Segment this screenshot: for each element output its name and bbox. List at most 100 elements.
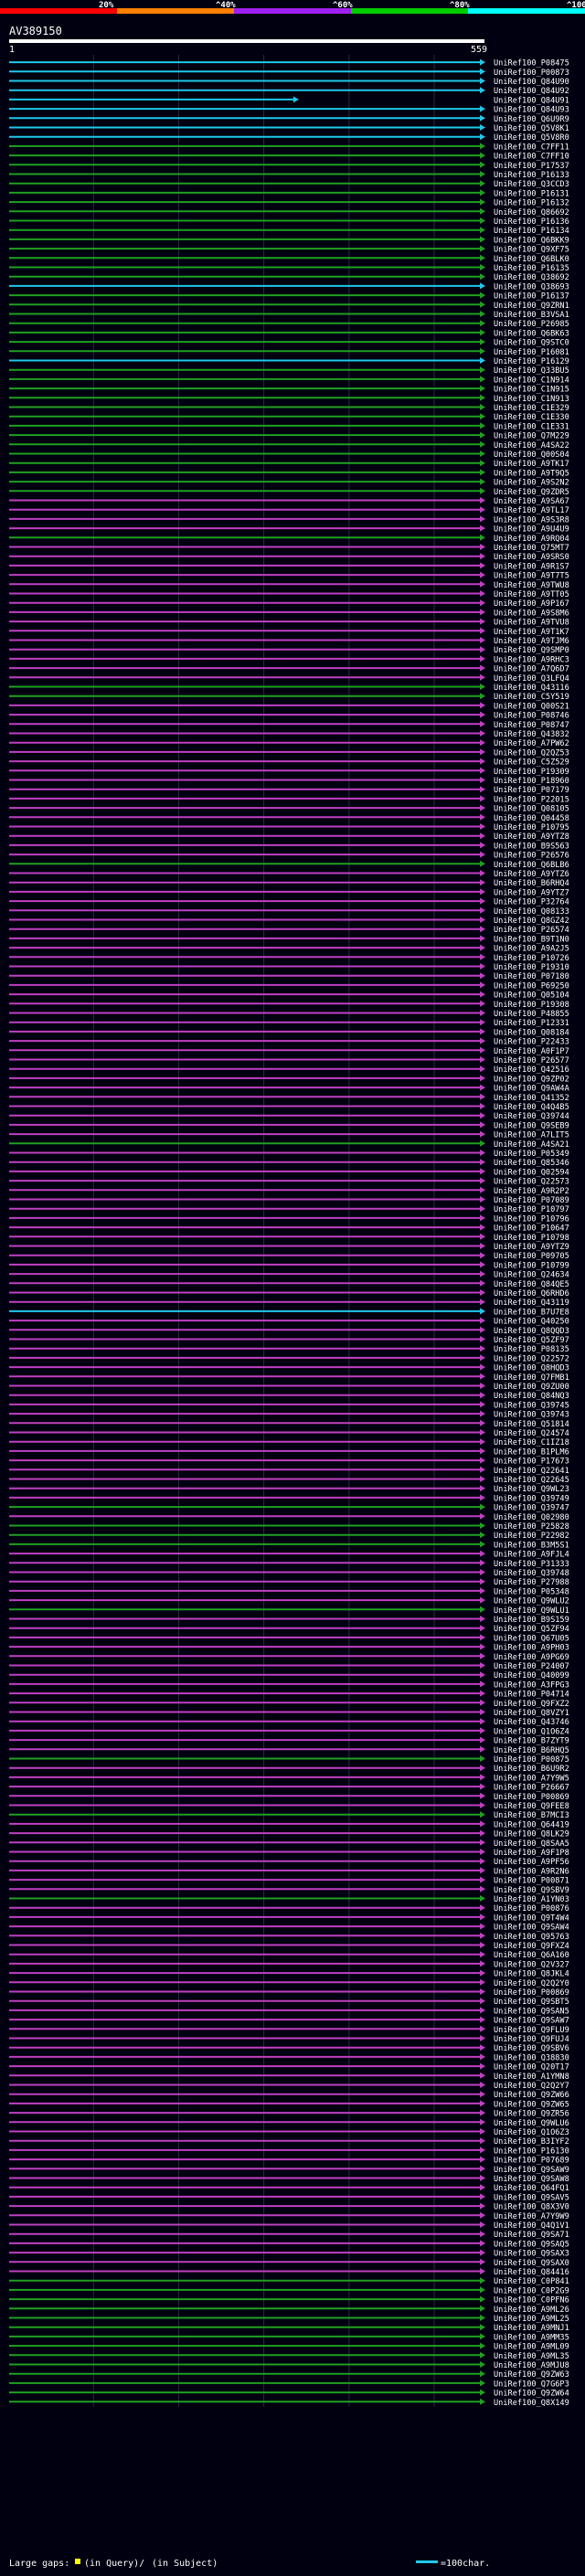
hit-id-label[interactable]: UniRef100_B1PLM6 [494, 1447, 569, 1457]
hit-row[interactable]: UniRef100_P10797 [9, 1205, 569, 1214]
hit-id-label[interactable]: UniRef100_A9SA67 [494, 497, 569, 506]
hit-row[interactable]: UniRef100_Q2Q2Y0 [9, 1978, 569, 1988]
hit-id-label[interactable]: UniRef100_P22015 [494, 795, 569, 804]
hit-row[interactable]: UniRef100_Q9SAX0 [9, 2258, 569, 2268]
hit-id-label[interactable]: UniRef100_P16137 [494, 292, 569, 302]
hit-row[interactable]: UniRef100_P19310 [9, 963, 569, 972]
hit-row[interactable]: UniRef100_Q5V8R0 [9, 133, 569, 143]
hit-id-label[interactable]: UniRef100_P18960 [494, 777, 569, 786]
hit-row[interactable]: UniRef100_P26577 [9, 1056, 569, 1065]
hit-row[interactable]: UniRef100_P10726 [9, 953, 569, 963]
hit-row[interactable]: UniRef100_Q04458 [9, 813, 569, 823]
hit-row[interactable]: UniRef100_Q75MT7 [9, 544, 569, 553]
hit-id-label[interactable]: UniRef100_Q9SAW8 [494, 2175, 569, 2184]
hit-id-label[interactable]: UniRef100_P00871 [494, 1877, 569, 1886]
hit-id-label[interactable]: UniRef100_A9MJU8 [494, 2361, 569, 2370]
hit-id-label[interactable]: UniRef100_P00869 [494, 1793, 569, 1802]
hit-row[interactable]: UniRef100_Q9SAW7 [9, 2016, 569, 2026]
hit-id-label[interactable]: UniRef100_Q8X3V0 [494, 2203, 569, 2212]
hit-id-label[interactable]: UniRef100_A9ML35 [494, 2352, 569, 2361]
hit-id-label[interactable]: UniRef100_A9TJM6 [494, 637, 569, 646]
hit-id-label[interactable]: UniRef100_Q02980 [494, 1513, 569, 1522]
hit-id-label[interactable]: UniRef100_P26985 [494, 320, 569, 329]
hit-id-label[interactable]: UniRef100_Q2V327 [494, 1960, 569, 1969]
hit-id-label[interactable]: UniRef100_A9RHC3 [494, 655, 569, 664]
hit-row[interactable]: UniRef100_Q40250 [9, 1317, 569, 1327]
hit-row[interactable]: UniRef100_Q6BKK9 [9, 236, 569, 245]
hit-id-label[interactable]: UniRef100_Q9SA71 [494, 2231, 569, 2240]
hit-row[interactable]: UniRef100_A9ML26 [9, 2305, 569, 2315]
hit-id-label[interactable]: UniRef100_Q9SBV6 [494, 2044, 569, 2053]
hit-id-label[interactable]: UniRef100_Q24634 [494, 1271, 569, 1280]
hit-row[interactable]: UniRef100_Q43746 [9, 1718, 569, 1727]
hit-row[interactable]: UniRef100_Q9SBV9 [9, 1885, 569, 1895]
hit-id-label[interactable]: UniRef100_Q43116 [494, 684, 569, 693]
hit-row[interactable]: UniRef100_P22982 [9, 1532, 569, 1541]
hit-id-label[interactable]: UniRef100_A9PG69 [494, 1653, 569, 1662]
hit-id-label[interactable]: UniRef100_P48855 [494, 1010, 569, 1019]
hit-id-label[interactable]: UniRef100_P07179 [494, 786, 569, 795]
hit-row[interactable]: UniRef100_A9RQ04 [9, 534, 569, 544]
hit-id-label[interactable]: UniRef100_Q9ZDR5 [494, 488, 569, 497]
hit-id-label[interactable]: UniRef100_Q22572 [494, 1354, 569, 1363]
hit-id-label[interactable]: UniRef100_A9T1K7 [494, 628, 569, 637]
hit-row[interactable]: UniRef100_A9R2N6 [9, 1867, 569, 1876]
hit-id-label[interactable]: UniRef100_A9MNJ1 [494, 2324, 569, 2333]
hit-row[interactable]: UniRef100_Q8QQD3 [9, 1326, 569, 1336]
hit-row[interactable]: UniRef100_A9YTZ6 [9, 870, 569, 879]
hit-row[interactable]: UniRef100_Q67U05 [9, 1634, 569, 1643]
hit-id-label[interactable]: UniRef100_A9YTZ7 [494, 888, 569, 897]
hit-id-label[interactable]: UniRef100_Q33BU5 [494, 366, 569, 376]
hit-id-label[interactable]: UniRef100_B9S563 [494, 842, 569, 851]
hit-id-label[interactable]: UniRef100_Q67U05 [494, 1634, 569, 1643]
hit-id-label[interactable]: UniRef100_Q43746 [494, 1718, 569, 1727]
hit-row[interactable]: UniRef100_Q9SAX3 [9, 2249, 569, 2259]
hit-id-label[interactable]: UniRef100_Q75MT7 [494, 544, 569, 553]
hit-id-label[interactable]: UniRef100_P31333 [494, 1560, 569, 1569]
hit-row[interactable]: UniRef100_Q22645 [9, 1476, 569, 1485]
hit-row[interactable]: UniRef100_Q8SAA5 [9, 1839, 569, 1849]
hit-row[interactable]: UniRef100_C1N914 [9, 376, 569, 385]
hit-id-label[interactable]: UniRef100_Q22641 [494, 1467, 569, 1476]
hit-id-label[interactable]: UniRef100_P19309 [494, 768, 569, 777]
hit-row[interactable]: UniRef100_P22015 [9, 795, 569, 804]
hit-id-label[interactable]: UniRef100_Q02594 [494, 1168, 569, 1177]
hit-id-label[interactable]: UniRef100_C0P2G9 [494, 2286, 569, 2295]
hit-row[interactable]: UniRef100_Q8JKL4 [9, 1969, 569, 1979]
hit-row[interactable]: UniRef100_A3FPG3 [9, 1680, 569, 1690]
hit-row[interactable]: UniRef100_Q9FEE8 [9, 1802, 569, 1811]
hit-id-label[interactable]: UniRef100_Q9SBV9 [494, 1886, 569, 1895]
hit-id-label[interactable]: UniRef100_A9TVU8 [494, 619, 569, 628]
hit-id-label[interactable]: UniRef100_Q43119 [494, 1299, 569, 1308]
hit-row[interactable]: UniRef100_A9TK17 [9, 460, 569, 469]
hit-id-label[interactable]: UniRef100_Q8QQD3 [494, 1327, 569, 1336]
hit-id-label[interactable]: UniRef100_Q8HQD3 [494, 1364, 569, 1373]
hit-row[interactable]: UniRef100_Q20T17 [9, 2062, 569, 2072]
hit-id-label[interactable]: UniRef100_Q05104 [494, 991, 569, 1001]
hit-row[interactable]: UniRef100_Q00S21 [9, 702, 569, 711]
hit-id-label[interactable]: UniRef100_P17673 [494, 1458, 569, 1467]
hit-row[interactable]: UniRef100_A9ML35 [9, 2351, 569, 2361]
hit-id-label[interactable]: UniRef100_Q8LK29 [494, 1830, 569, 1839]
hit-id-label[interactable]: UniRef100_C1N914 [494, 376, 569, 385]
hit-id-label[interactable]: UniRef100_A9U4U9 [494, 525, 569, 535]
hit-id-label[interactable]: UniRef100_Q9ZRN1 [494, 302, 569, 311]
hit-id-label[interactable]: UniRef100_A7PW62 [494, 739, 569, 748]
hit-id-label[interactable]: UniRef100_A9A2J5 [494, 945, 569, 954]
hit-row[interactable]: UniRef100_A1YMN8 [9, 2072, 569, 2082]
hit-row[interactable]: UniRef100_P00869 [9, 1988, 569, 1998]
hit-row[interactable]: UniRef100_Q9STC0 [9, 338, 569, 348]
hit-id-label[interactable]: UniRef100_A0F1P7 [494, 1047, 569, 1056]
hit-row[interactable]: UniRef100_P07179 [9, 786, 569, 795]
hit-row[interactable]: UniRef100_P00876 [9, 1904, 569, 1913]
hit-row[interactable]: UniRef100_A9TJM6 [9, 637, 569, 646]
hit-row[interactable]: UniRef100_P16132 [9, 198, 569, 208]
hit-id-label[interactable]: UniRef100_C7FF10 [494, 153, 569, 162]
hit-row[interactable]: UniRef100_Q39748 [9, 1569, 569, 1578]
hit-row[interactable]: UniRef100_Q7M229 [9, 431, 569, 441]
hit-row[interactable]: UniRef100_B3VSA1 [9, 311, 569, 320]
hit-id-label[interactable]: UniRef100_P00875 [494, 1755, 569, 1765]
hit-id-label[interactable]: UniRef100_P10799 [494, 1261, 569, 1270]
hit-row[interactable]: UniRef100_A7LIT5 [9, 1130, 569, 1140]
hit-row[interactable]: UniRef100_A9T1K7 [9, 627, 569, 637]
